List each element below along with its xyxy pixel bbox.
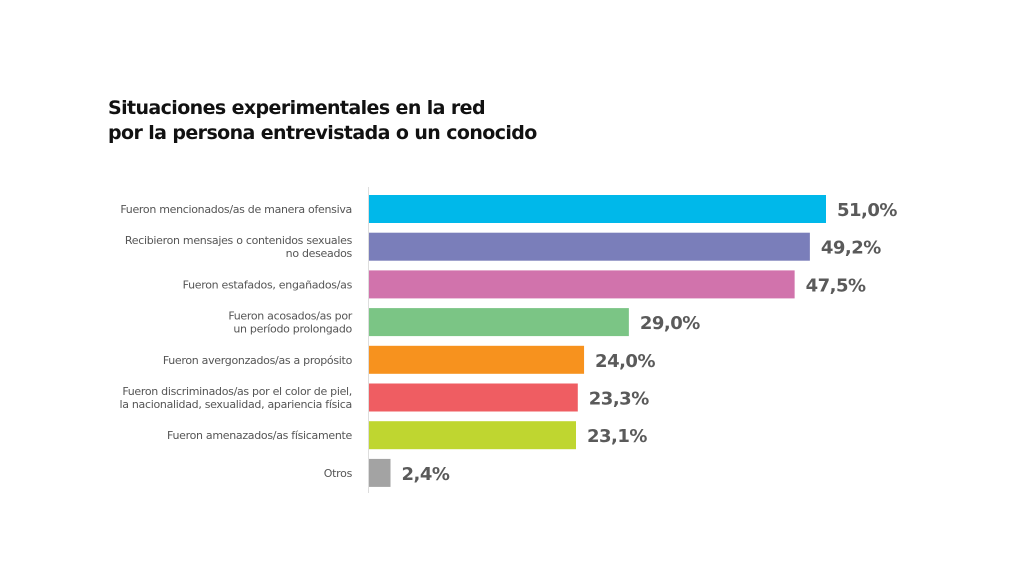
category-labels-group: Fueron mencionados/as de manera ofensiva…: [119, 203, 353, 480]
value-label-4: 29,0%: [640, 313, 700, 334]
category-label-line: Fueron amenazados/as físicamente: [167, 429, 352, 442]
category-label-4: Fueron acosados/as por un período prolong…: [228, 310, 352, 336]
category-label-line: Fueron avergonzados/as a propósito: [163, 354, 353, 367]
category-label-line: Fueron discriminados/as por el color de …: [122, 385, 352, 398]
value-label-1: 51,0%: [837, 200, 897, 221]
category-label-line: Fueron estafados, engañados/as: [183, 278, 353, 291]
category-label-line: Recibieron mensajes o contenidos sexuale…: [125, 234, 353, 247]
bar-6: [369, 383, 578, 412]
category-label-8: Otros: [324, 467, 353, 480]
category-label-line: Fueron mencionados/as de manera ofensiva: [120, 203, 352, 216]
category-label-line: no deseados: [286, 247, 353, 260]
bar-1: [369, 195, 826, 223]
category-label-5: Fueron avergonzados/as a propósito: [163, 354, 353, 367]
category-label-line: Fueron acosados/as por: [228, 310, 352, 323]
bar-8: [369, 458, 391, 487]
category-label-6: Fueron discriminados/as por el color de …: [119, 385, 352, 411]
chart-title: Situaciones experimentales en la red por…: [108, 96, 537, 146]
category-label-7: Fueron amenazados/as físicamente: [167, 429, 352, 442]
bar-2: [369, 232, 810, 261]
value-labels-group: 51,0% 49,2% 47,5% 29,0% 24,0% 23,3% 23,1% 2,4%: [402, 200, 898, 485]
bar-4: [369, 308, 629, 337]
value-label-2: 49,2%: [821, 238, 881, 259]
bars-group: [369, 195, 826, 487]
value-label-3: 47,5%: [806, 275, 866, 296]
chart-title-line-2: por la persona entrevistada o un conocid…: [108, 122, 537, 144]
value-label-5: 24,0%: [595, 351, 655, 372]
category-label-line: un período prolongado: [233, 323, 352, 336]
bar-7: [369, 421, 576, 450]
value-label-8: 2,4%: [402, 464, 450, 485]
bar-3: [369, 270, 795, 299]
category-label-line: la nacionalidad, sexualidad, apariencia …: [119, 398, 352, 411]
value-label-7: 23,1%: [587, 426, 647, 447]
bar-5: [369, 345, 585, 374]
category-label-3: Fueron estafados, engañados/as: [183, 278, 353, 291]
chart-title-line-1: Situaciones experimentales en la red: [108, 97, 486, 119]
category-label-line: Otros: [324, 467, 353, 480]
category-label-1: Fueron mencionados/as de manera ofensiva: [120, 203, 352, 216]
value-label-6: 23,3%: [589, 389, 649, 410]
category-label-2: Recibieron mensajes o contenidos sexuale…: [125, 234, 353, 260]
